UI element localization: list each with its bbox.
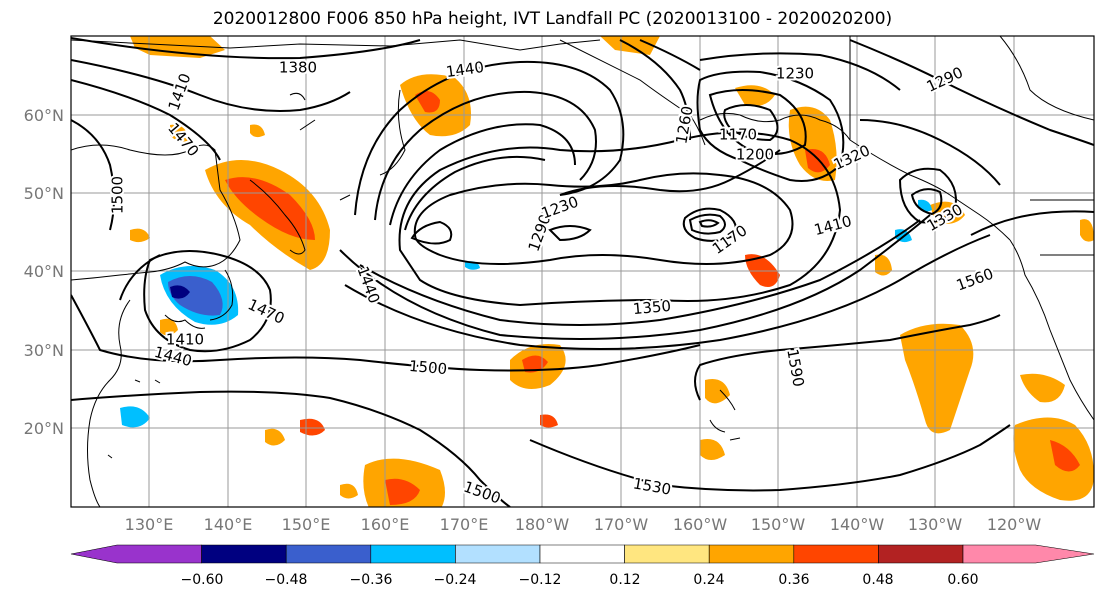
map-title: 2020012800 F006 850 hPa height, IVT Land… bbox=[212, 9, 893, 29]
contour-label: 1170 bbox=[719, 126, 757, 144]
colorbar-segment bbox=[455, 544, 541, 564]
height-contours bbox=[71, 37, 1094, 507]
lon-label: 120°W bbox=[986, 515, 1042, 534]
lon-label: 150°W bbox=[750, 515, 806, 534]
colorbar-segment bbox=[793, 544, 879, 564]
colorbar-segment bbox=[539, 544, 625, 564]
lon-label: 180°W bbox=[514, 515, 570, 534]
lat-label: 40°N bbox=[23, 262, 64, 281]
colorbar-segment bbox=[708, 544, 795, 564]
colorbar-tick-label: −0.60 bbox=[180, 572, 224, 588]
contour-label: 1350 bbox=[632, 297, 672, 318]
lat-label: 30°N bbox=[23, 341, 64, 360]
colorbar-segment bbox=[285, 544, 372, 564]
lat-label: 20°N bbox=[23, 419, 64, 438]
lon-label: 160°E bbox=[360, 515, 410, 534]
colorbar-tick-label: −0.36 bbox=[349, 572, 393, 588]
contour-label: 1200 bbox=[736, 146, 774, 164]
colorbar-tick-label: −0.48 bbox=[264, 572, 308, 588]
colorbar-tick-label: 0.24 bbox=[693, 572, 725, 588]
colorbar-segment bbox=[878, 544, 964, 564]
colorbar-tick-label: 0.12 bbox=[609, 572, 641, 588]
graticule bbox=[71, 36, 1094, 507]
lon-label: 150°E bbox=[281, 515, 331, 534]
contour-label: 1410 bbox=[166, 331, 204, 349]
lon-label: 140°W bbox=[829, 515, 885, 534]
contour-label: 1440 bbox=[445, 58, 485, 81]
lat-label: 50°N bbox=[23, 184, 64, 203]
lon-label: 160°W bbox=[672, 515, 728, 534]
contour-label: 1380 bbox=[279, 59, 317, 77]
lon-label: 140°E bbox=[203, 515, 253, 534]
colorbar-tick-label: 0.60 bbox=[947, 572, 979, 588]
lon-label: 130°E bbox=[124, 515, 174, 534]
colorbar-segment bbox=[70, 544, 202, 564]
colorbar bbox=[70, 544, 1095, 564]
colorbar-segment bbox=[370, 544, 456, 564]
map-frame bbox=[70, 35, 1095, 508]
colorbar-tick-label: −0.12 bbox=[518, 572, 562, 588]
contour-label: 1500 bbox=[109, 176, 127, 214]
lon-label: 170°E bbox=[439, 515, 489, 534]
colorbar-tick-label: −0.24 bbox=[433, 572, 477, 588]
colorbar-tick-label: 0.36 bbox=[778, 572, 810, 588]
lon-label: 170°W bbox=[593, 515, 649, 534]
lon-label: 130°W bbox=[907, 515, 963, 534]
colorbar-segment bbox=[962, 544, 1095, 564]
contour-label: 1500 bbox=[408, 357, 448, 378]
colorbar-segment bbox=[201, 544, 287, 564]
colorbar-segment bbox=[624, 544, 710, 564]
lat-label: 60°N bbox=[23, 106, 64, 125]
contour-label: 1230 bbox=[776, 65, 814, 83]
colorbar-tick-label: 0.48 bbox=[862, 572, 894, 588]
coastlines bbox=[71, 36, 1094, 507]
